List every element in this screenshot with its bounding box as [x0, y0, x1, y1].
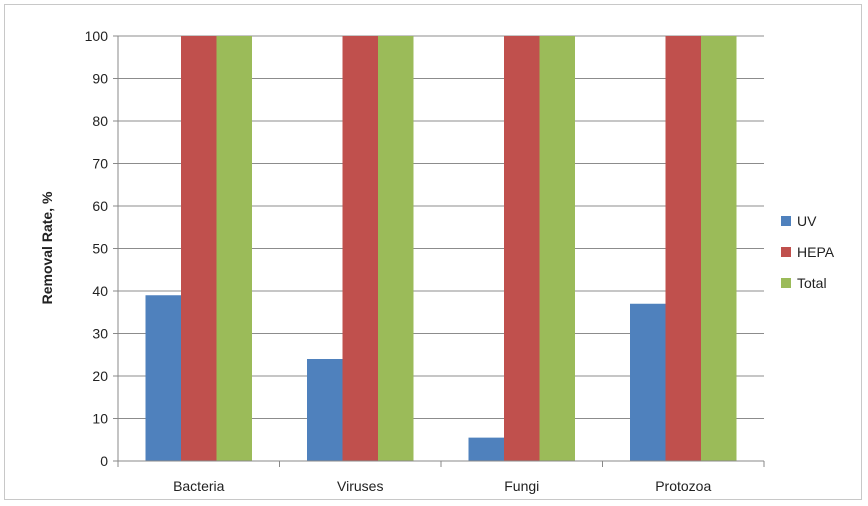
- y-tick-label: 70: [92, 156, 108, 172]
- y-tick-label: 40: [92, 283, 108, 299]
- bar-hepa-protozoa: [665, 36, 701, 461]
- bar-hepa-bacteria: [181, 36, 217, 461]
- axes: [113, 35, 765, 467]
- y-tick-label: 10: [92, 411, 108, 427]
- bar-uv-protozoa: [630, 303, 666, 461]
- bar-total-bacteria: [216, 36, 252, 461]
- bar-total-protozoa: [701, 36, 737, 461]
- bar-hepa-fungi: [504, 36, 540, 461]
- bar-total-viruses: [378, 36, 414, 461]
- y-tick-label: 90: [92, 71, 108, 87]
- bar-uv-fungi: [468, 437, 504, 461]
- y-tick-label: 20: [92, 368, 108, 384]
- y-axis-label: Removal Rate, %: [39, 191, 55, 304]
- y-tick-label: 0: [100, 453, 108, 469]
- y-tick-labels: 0 10 20 30 40 50 60 70 80 90 100: [85, 28, 109, 469]
- legend-label-uv: UV: [797, 213, 817, 229]
- y-tick-label: 50: [92, 241, 108, 257]
- legend-swatch-total: [781, 278, 791, 288]
- bars: [145, 36, 737, 461]
- legend-label-total: Total: [797, 275, 827, 291]
- legend-swatch-hepa: [781, 247, 791, 257]
- y-tick-label: 100: [85, 28, 109, 44]
- x-category-label: Bacteria: [173, 478, 225, 494]
- legend-label-hepa: HEPA: [797, 244, 835, 260]
- bar-hepa-viruses: [342, 36, 378, 461]
- x-category-label: Fungi: [504, 478, 539, 494]
- bar-total-fungi: [539, 36, 575, 461]
- legend-swatch-uv: [781, 216, 791, 226]
- y-tick-label: 80: [92, 113, 108, 129]
- y-tick-label: 60: [92, 198, 108, 214]
- x-category-label: Protozoa: [655, 478, 711, 494]
- x-category-labels: Bacteria Viruses Fungi Protozoa: [173, 478, 711, 494]
- legend: UV HEPA Total: [781, 213, 835, 291]
- bar-uv-viruses: [307, 359, 343, 461]
- x-category-label: Viruses: [337, 478, 383, 494]
- bar-uv-bacteria: [145, 295, 181, 461]
- y-tick-label: 30: [92, 326, 108, 342]
